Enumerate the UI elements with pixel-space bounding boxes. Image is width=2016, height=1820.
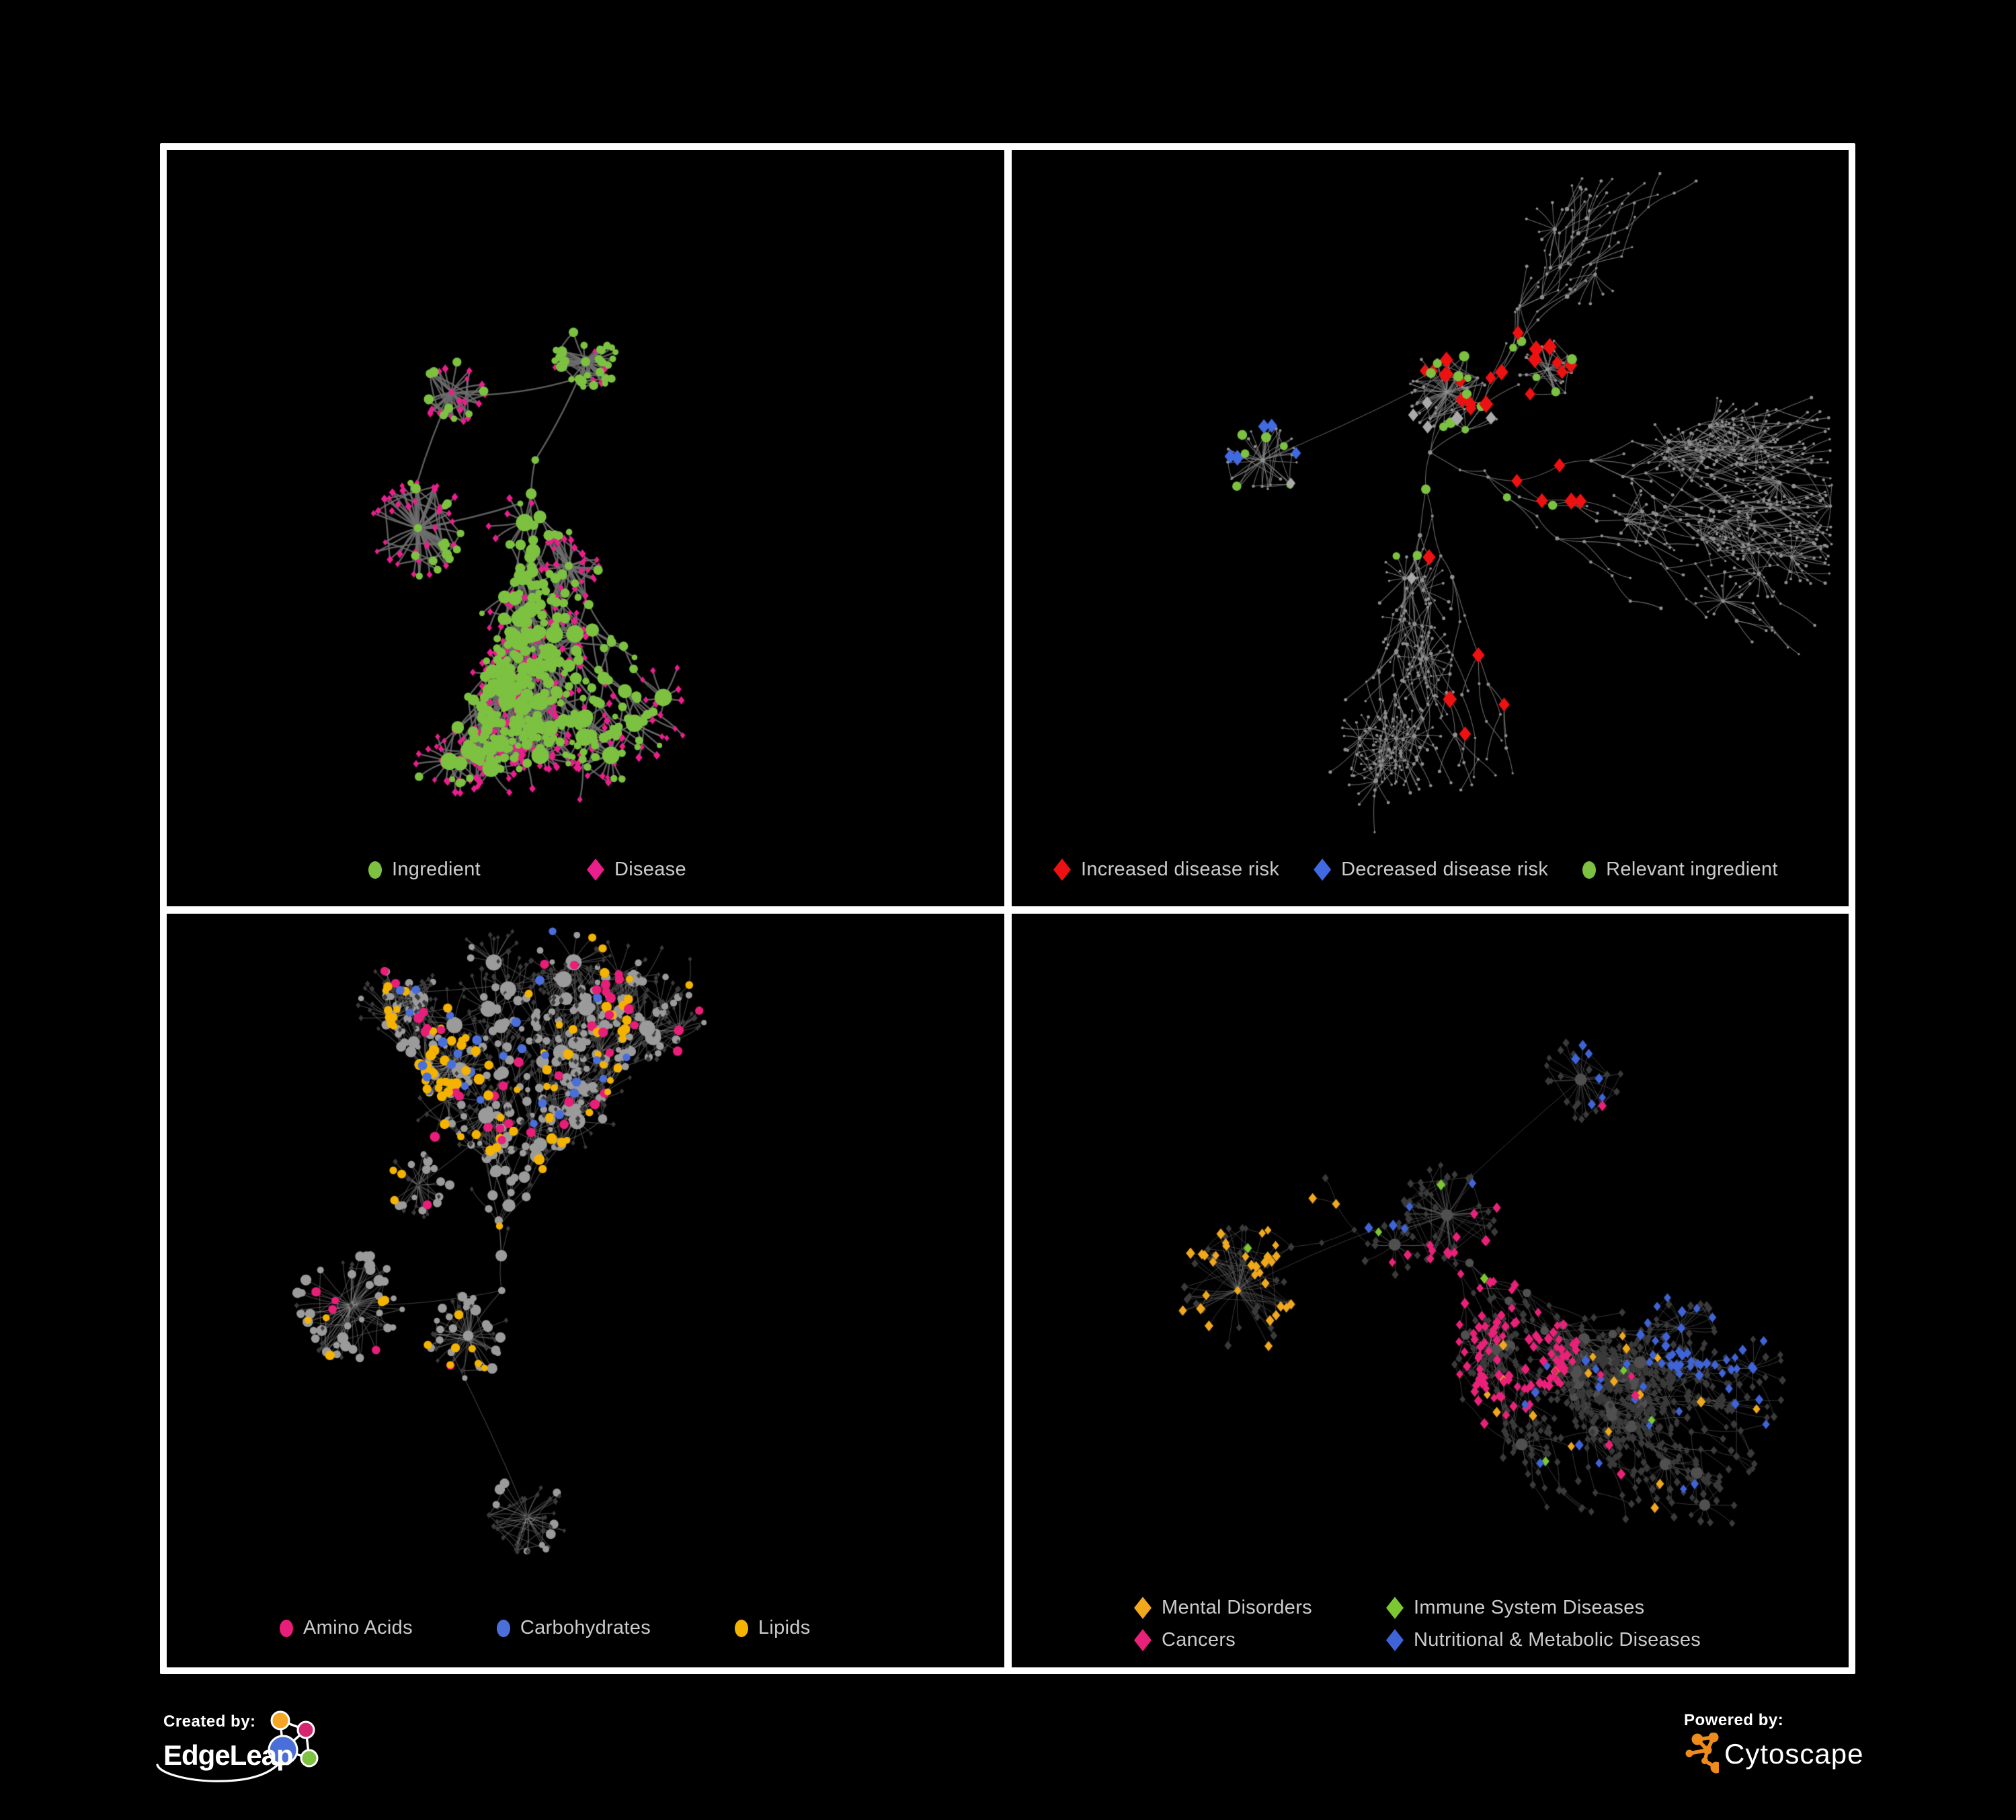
- legend-label: Carbohydrates: [520, 1617, 651, 1638]
- network-graph-disease-risk[interactable]: [1012, 150, 1849, 906]
- panel-disease-classes: Mental Disorders Immune System Diseases Ca…: [1012, 914, 1849, 1667]
- legend-label: Lipids: [758, 1617, 811, 1638]
- panel-ingredient-disease: Ingredient Disease: [167, 150, 1004, 906]
- edgeleap-logo-text: EdgeLeap: [163, 1739, 294, 1771]
- edgeleap-logo-icon: [156, 1710, 319, 1782]
- legend-disease-risk: Increased disease risk Decreased disease …: [1053, 859, 1778, 881]
- created-by-label: Created by:: [163, 1712, 256, 1731]
- legend-item-lipids: Lipids: [735, 1617, 811, 1639]
- network-graph-disease-classes[interactable]: [1012, 914, 1849, 1667]
- legend-label: Disease: [614, 859, 686, 880]
- legend-label: Cancers: [1162, 1629, 1236, 1651]
- panel-disease-risk: Increased disease risk Decreased disease …: [1012, 150, 1849, 906]
- circle-swatch-icon: [368, 861, 382, 879]
- edgeleap-credit: Created by: EdgeLeap: [156, 1710, 499, 1812]
- figure-frame: Ingredient Disease Increased disease risk…: [160, 143, 1855, 1674]
- legend-disease-classes: Mental Disorders Immune System Diseases Ca…: [1134, 1597, 1701, 1651]
- diamond-swatch-icon: [1134, 1597, 1152, 1619]
- cytoscape-credit: Powered by: Cytoscape: [1684, 1711, 1863, 1776]
- legend-item-cancers: Cancers: [1134, 1629, 1312, 1651]
- legend-label: Immune System Diseases: [1414, 1597, 1645, 1618]
- legend-label: Mental Disorders: [1162, 1597, 1312, 1618]
- legend-compound-classes: Amino Acids Carbohydrates Lipids: [280, 1617, 811, 1639]
- legend-label: Ingredient: [392, 859, 481, 880]
- edgeleap-logo: EdgeLeap: [156, 1710, 499, 1812]
- diamond-swatch-icon: [1134, 1629, 1152, 1651]
- cytoscape-logo-text: Cytoscape: [1724, 1738, 1864, 1770]
- legend-label: Nutritional & Metabolic Diseases: [1414, 1629, 1701, 1651]
- legend-item-relevant-ingredient: Relevant ingredient: [1582, 859, 1778, 881]
- panel-compound-classes: Amino Acids Carbohydrates Lipids: [167, 914, 1004, 1667]
- legend-item-carbohydrates: Carbohydrates: [496, 1617, 651, 1639]
- legend-label: Amino Acids: [303, 1617, 413, 1638]
- legend-item-increased-disease-risk: Increased disease risk: [1053, 859, 1279, 881]
- circle-swatch-icon: [1582, 861, 1597, 879]
- circle-swatch-icon: [735, 1619, 748, 1637]
- legend-item-immune-system-diseases: Immune System Diseases: [1386, 1597, 1701, 1619]
- legend-item-mental-disorders: Mental Disorders: [1134, 1597, 1312, 1619]
- diamond-swatch-icon: [1053, 859, 1071, 881]
- circle-swatch-icon: [496, 1619, 510, 1637]
- legend-ingredient-disease: Ingredient Disease: [368, 859, 686, 881]
- diamond-swatch-icon: [1314, 859, 1332, 881]
- diamond-swatch-icon: [587, 859, 604, 881]
- diamond-swatch-icon: [1386, 1629, 1404, 1651]
- legend-item-nutritional-metabolic-diseases: Nutritional & Metabolic Diseases: [1386, 1629, 1701, 1651]
- legend-item-decreased-disease-risk: Decreased disease risk: [1314, 859, 1548, 881]
- circle-swatch-icon: [280, 1619, 293, 1637]
- cytoscape-logo: Cytoscape: [1684, 1733, 1863, 1776]
- network-graph-ingredient-disease[interactable]: [167, 150, 1004, 906]
- legend-label: Decreased disease risk: [1341, 859, 1549, 880]
- diamond-swatch-icon: [1386, 1597, 1404, 1619]
- legend-item-disease: Disease: [587, 859, 686, 881]
- cytoscape-logo-icon: [1685, 1733, 1719, 1774]
- legend-item-ingredient: Ingredient: [368, 859, 481, 881]
- powered-by-label: Powered by:: [1684, 1711, 1784, 1729]
- network-graph-compound-classes[interactable]: [167, 914, 1004, 1667]
- legend-label: Increased disease risk: [1081, 859, 1280, 880]
- legend-label: Relevant ingredient: [1606, 859, 1778, 880]
- legend-item-amino-acids: Amino Acids: [280, 1617, 413, 1639]
